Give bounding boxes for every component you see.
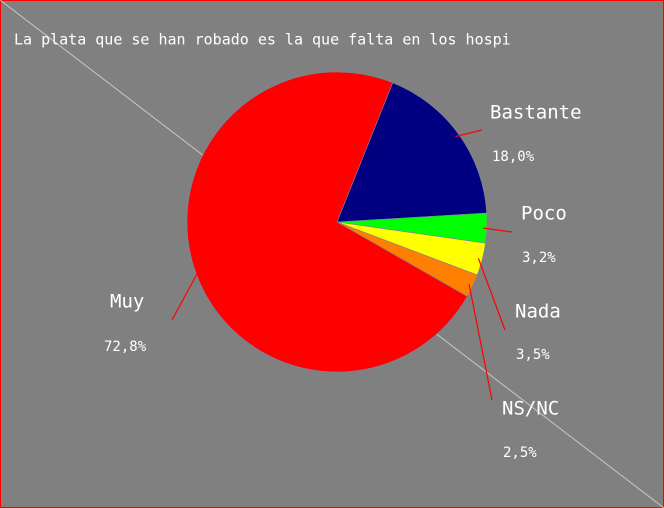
value-label: 72,8% xyxy=(104,339,147,355)
slice-label: Poco xyxy=(521,203,567,225)
pie-slice xyxy=(336,82,488,223)
value-label: 3,2% xyxy=(522,250,556,266)
chart-title: La plata que se han robado es la que fal… xyxy=(14,31,511,49)
leader-line xyxy=(477,258,506,331)
slice-label: Nada xyxy=(515,301,561,323)
leader-line xyxy=(455,129,483,138)
leader-line xyxy=(482,227,513,233)
leader-line xyxy=(171,269,200,321)
slice-label: Bastante xyxy=(490,102,582,124)
slice-label: NS/NC xyxy=(502,398,559,420)
leader-line xyxy=(468,284,493,401)
value-label: 3,5% xyxy=(516,347,550,363)
pie-slice xyxy=(186,71,468,373)
slice-label: Muy xyxy=(110,291,144,313)
value-label: 18,0% xyxy=(492,149,535,165)
value-label: 2,5% xyxy=(503,445,537,461)
